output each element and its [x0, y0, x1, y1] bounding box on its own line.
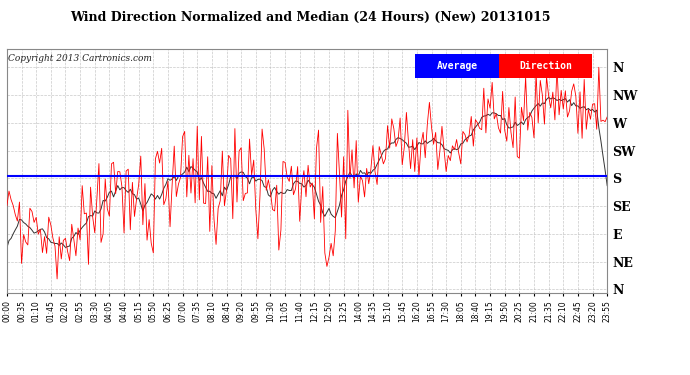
Text: Copyright 2013 Cartronics.com: Copyright 2013 Cartronics.com	[8, 54, 151, 63]
FancyBboxPatch shape	[499, 54, 591, 78]
Text: Direction: Direction	[519, 61, 572, 71]
Text: Wind Direction Normalized and Median (24 Hours) (New) 20131015: Wind Direction Normalized and Median (24…	[70, 11, 551, 24]
Text: Average: Average	[437, 61, 477, 71]
FancyBboxPatch shape	[415, 54, 499, 78]
